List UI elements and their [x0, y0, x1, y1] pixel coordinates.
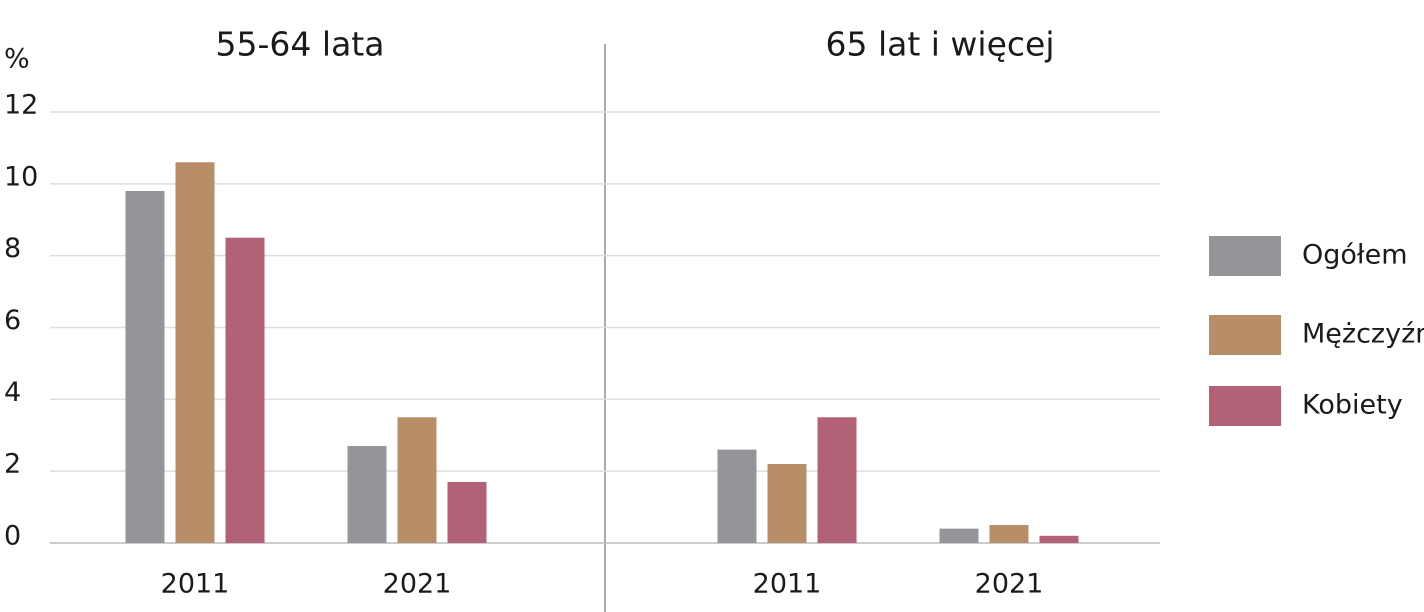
bar: [767, 463, 807, 543]
y-tick-label: 4: [4, 377, 21, 408]
bar: [447, 481, 487, 543]
y-tick-label: 8: [4, 233, 21, 264]
legend-swatch: [1209, 386, 1281, 426]
x-tick-label: 2021: [975, 569, 1044, 600]
y-tick-label: 10: [4, 161, 38, 192]
bar: [175, 162, 215, 544]
bar: [1039, 535, 1079, 543]
y-tick-label: 12: [4, 90, 38, 121]
legend-label: Ogółem: [1302, 240, 1408, 271]
bar: [989, 525, 1029, 543]
y-axis-label: %: [4, 44, 30, 75]
panel-title: 65 lat i więcej: [825, 25, 1054, 64]
bar: [397, 417, 437, 543]
y-tick-label: 6: [4, 305, 21, 336]
panel-title: 55-64 lata: [216, 25, 385, 64]
legend-label: Mężczyźni: [1302, 319, 1424, 350]
y-tick-label: 0: [4, 521, 21, 552]
bar: [817, 417, 857, 543]
bar: [125, 191, 165, 543]
bar: [347, 446, 387, 543]
x-tick-label: 2011: [753, 569, 822, 600]
x-tick-label: 2021: [383, 569, 452, 600]
bar: [717, 449, 757, 543]
x-tick-label: 2011: [161, 569, 230, 600]
legend-swatch: [1209, 315, 1281, 355]
y-tick-label: 2: [4, 449, 21, 480]
legend-swatch: [1209, 236, 1281, 276]
legend-label: Kobiety: [1302, 390, 1403, 421]
bar: [225, 237, 265, 544]
bar: [939, 528, 979, 543]
